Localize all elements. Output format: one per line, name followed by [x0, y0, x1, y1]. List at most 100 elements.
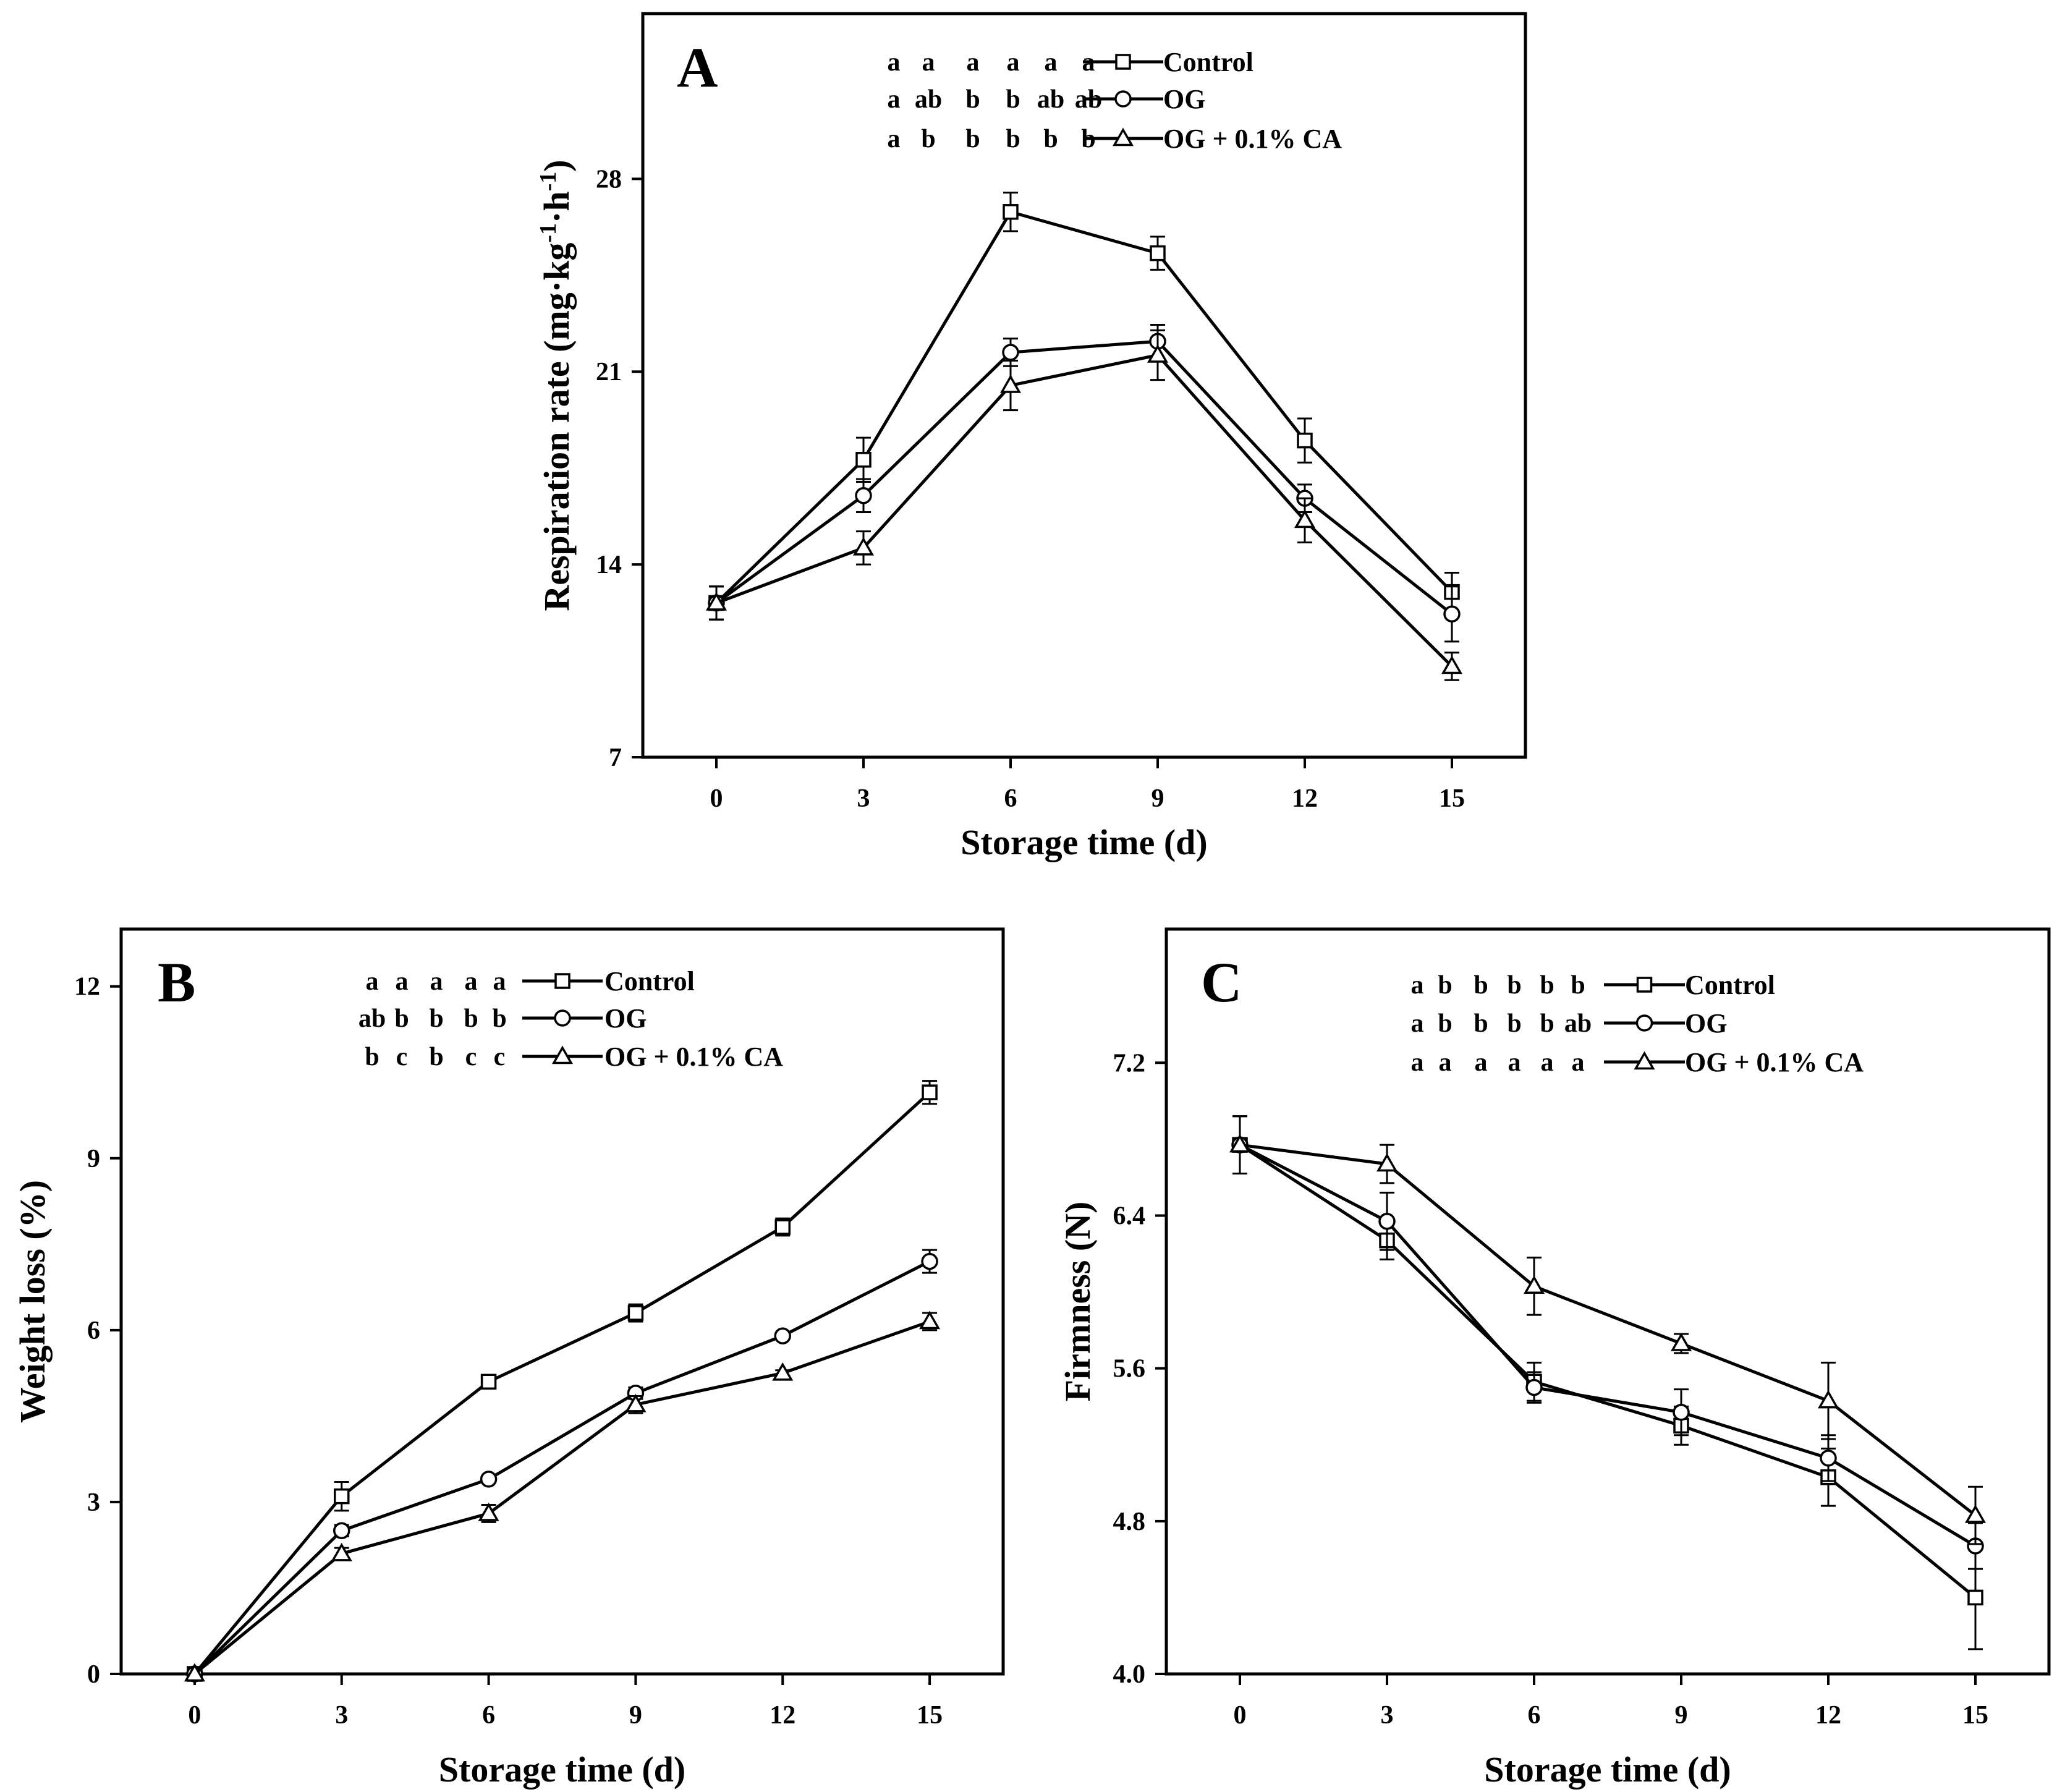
x-tick-label: 15: [1439, 784, 1465, 813]
y-tick-label: 6.4: [1113, 1202, 1146, 1230]
legend-label: OG + 0.1% CA: [1685, 1047, 1864, 1077]
y-axis-title-superscript: -1: [535, 223, 561, 243]
y-axis-title: Respiration rate (mg·kg-1·h-1): [535, 159, 577, 611]
panel-a-respiration-rate-chart: 0 3 6 9 12 15 7 14 21 28 Storage time (d) Respirati…: [535, 12, 1527, 862]
x-tick-label: 15: [1962, 1701, 1988, 1730]
data-point-square: [1297, 432, 1313, 449]
significance-letter: a: [1411, 1009, 1424, 1038]
y-tick-label: 4.8: [1113, 1508, 1146, 1536]
y-axis-title-part: Respiration rate (mg·kg: [537, 243, 577, 611]
significance-letter: a: [888, 48, 901, 77]
data-point-triangle: [331, 1542, 352, 1561]
legend-label: OG: [1163, 84, 1205, 114]
series-line-triangle: [193, 1320, 930, 1675]
legend-marker-square: [1115, 54, 1131, 70]
x-tick-label: 0: [710, 784, 723, 813]
x-tick-label: 0: [188, 1701, 201, 1730]
y-tick-label: 12: [74, 973, 100, 1001]
significance-letter: a: [1572, 1048, 1585, 1077]
y-tick-label: 0: [87, 1660, 100, 1689]
legend-marker-circle: [1635, 1014, 1653, 1032]
x-tick-label: 15: [917, 1701, 943, 1730]
legend-marker-triangle: [1112, 127, 1134, 147]
data-point-circle: [774, 1327, 791, 1344]
series-line-square: [193, 1091, 931, 1675]
x-tick-label: 9: [1151, 784, 1164, 813]
data-point-triangle: [1670, 1332, 1692, 1351]
series-line-triangle: [716, 353, 1453, 668]
x-tick-label: 3: [857, 784, 870, 813]
legend-marker-circle: [1114, 90, 1132, 108]
significance-letter: b: [429, 1004, 443, 1033]
significance-letter: a: [967, 48, 980, 77]
data-point-triangle: [1964, 1505, 1987, 1523]
data-point-circle: [1525, 1378, 1543, 1396]
legend-marker-triangle: [1634, 1051, 1655, 1070]
significance-letter: b: [1043, 125, 1058, 153]
significance-letter: a: [1007, 48, 1020, 77]
data-point-circle: [1673, 1403, 1690, 1421]
panel-label: C: [1201, 951, 1242, 1014]
series-line-circle: [1239, 1143, 1977, 1548]
significance-letter: b: [1507, 971, 1521, 1000]
series-line-square: [715, 210, 1453, 605]
significance-letter: b: [1571, 971, 1585, 1000]
y-axis-title-part: ·h: [537, 191, 577, 223]
significance-letter: a: [888, 85, 901, 114]
significance-letter: b: [921, 125, 935, 153]
x-tick-label: 6: [1528, 1701, 1541, 1730]
significance-letter: b: [464, 1004, 478, 1033]
y-tick-label: 21: [596, 358, 622, 386]
legend-label: OG: [604, 1003, 647, 1034]
data-point-triangle: [1441, 655, 1463, 674]
significance-letter: a: [465, 967, 478, 996]
data-point-square: [1967, 1589, 1983, 1606]
x-tick-label: 6: [1004, 784, 1017, 813]
data-point-triangle: [184, 1663, 205, 1682]
data-point-square: [334, 1488, 350, 1505]
significance-letter: a: [1475, 1048, 1488, 1077]
y-axis-title: Weight loss (%): [12, 1180, 53, 1423]
data-point-circle: [1002, 344, 1019, 361]
plot-frame: [1164, 927, 2051, 1676]
data-point-triangle: [625, 1393, 647, 1412]
significance-letter: b: [1507, 1009, 1521, 1038]
y-axis-title-part: ): [537, 159, 577, 171]
legend-label: Control: [604, 966, 695, 996]
significance-letter: b: [429, 1043, 443, 1071]
data-point-triangle: [1376, 1153, 1398, 1172]
significance-letter: c: [465, 1043, 477, 1071]
x-tick-label: 12: [1292, 784, 1318, 813]
x-tick-label: 12: [1815, 1701, 1841, 1730]
y-axis-title-superscript: -1: [535, 172, 561, 192]
x-tick-label: 12: [770, 1701, 795, 1730]
data-point-triangle: [1294, 509, 1316, 529]
plot-frame: [119, 927, 1005, 1676]
series-line-circle: [715, 339, 1453, 616]
legend-marker-square: [554, 973, 570, 989]
x-tick-label: 6: [482, 1701, 495, 1730]
significance-letter: a: [1411, 1048, 1424, 1077]
panel-c-firmness-chart: 0 3 6 9 12 15 4.0 4.8 5.6 6.4 7.2 Storage time (d) F…: [1058, 927, 2051, 1790]
data-point-square: [855, 452, 872, 468]
data-point-square: [627, 1305, 644, 1321]
significance-letter: ab: [915, 85, 942, 114]
significance-letter: a: [430, 967, 443, 996]
data-point-square: [774, 1219, 791, 1235]
y-tick-label: 4.0: [1113, 1660, 1146, 1689]
series-line-square: [1239, 1144, 1977, 1599]
x-tick-label: 9: [1675, 1701, 1688, 1730]
significance-letter: b: [1474, 1009, 1488, 1038]
x-tick-label: 9: [629, 1701, 642, 1730]
significance-letter: a: [1541, 1048, 1554, 1077]
data-point-circle: [921, 1252, 938, 1270]
data-point-circle: [333, 1522, 350, 1540]
y-axis-title: Firmness (N): [1058, 1202, 1098, 1402]
data-point-triangle: [705, 592, 727, 611]
significance-letter: c: [494, 1043, 506, 1071]
y-tick-label: 14: [596, 551, 622, 579]
data-point-square: [1150, 245, 1166, 261]
significance-letter: a: [922, 48, 935, 77]
data-point-circle: [1443, 605, 1461, 623]
